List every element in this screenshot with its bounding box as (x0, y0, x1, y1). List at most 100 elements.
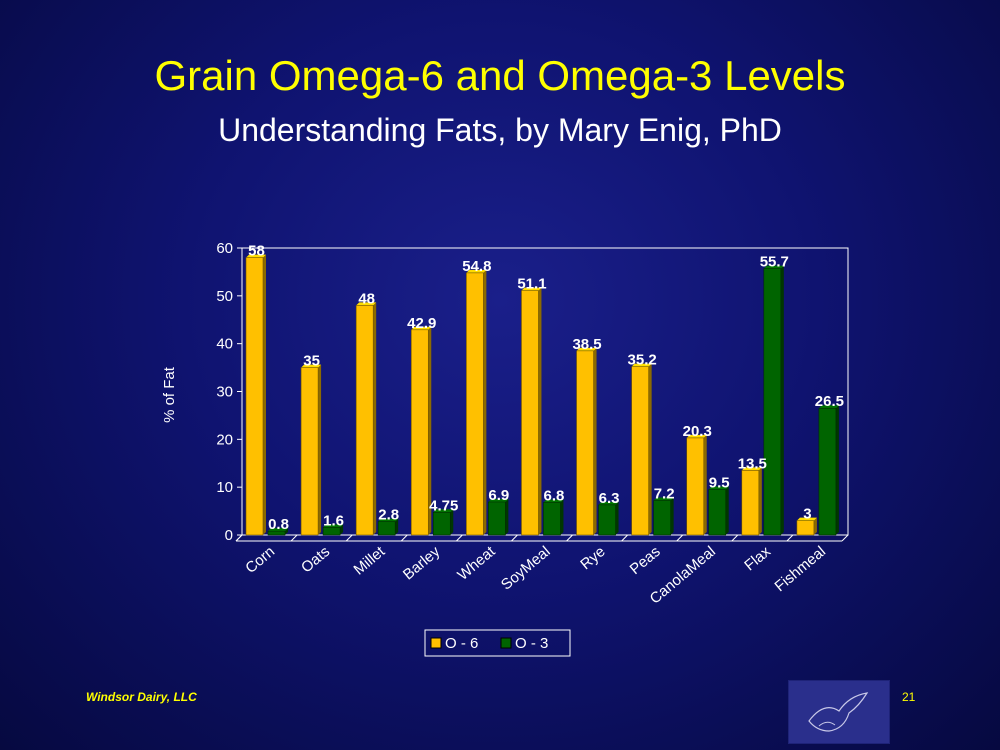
x-tick-label: Flax (741, 543, 774, 575)
bar-side (538, 287, 542, 535)
bar-front (686, 437, 705, 536)
data-label-o6: 51.1 (517, 276, 546, 293)
bar-front (377, 521, 396, 536)
data-label-o3: 26.5 (815, 393, 844, 410)
data-label-o3: 4.75 (429, 497, 458, 514)
bar-o3-peas (653, 497, 674, 536)
data-label-o6: 58 (248, 243, 265, 260)
bar-top (411, 326, 432, 330)
x-tick-label: Rye (577, 543, 608, 573)
bar-front (576, 350, 594, 536)
data-label-o6: 35.2 (628, 352, 657, 369)
bar-top (323, 524, 344, 528)
bar-top (598, 501, 619, 505)
legend: O - 6 O - 3 (424, 629, 571, 657)
bar-o6-flax (741, 467, 762, 536)
x-tick-label: Millet (351, 543, 389, 579)
bar-front (355, 305, 374, 536)
y-tick-label: 60 (216, 240, 233, 257)
bar-front (741, 470, 760, 536)
bar-side (835, 405, 839, 535)
bar-front (818, 407, 837, 536)
bar-front (708, 489, 727, 536)
bar-o6-wheat (466, 269, 487, 536)
company-logo (788, 680, 890, 744)
x-axis: Corn Oats Millet Barley Wheat SoyMeal Rye PeasC… (235, 534, 829, 608)
bar-top (631, 363, 652, 367)
bar-top (268, 528, 288, 532)
slide-title: Grain Omega-6 and Omega-3 Levels (154, 52, 846, 99)
x-tick (290, 534, 298, 542)
bar-front (631, 366, 649, 536)
bar-side (340, 524, 344, 535)
y-tick-label: 50 (216, 288, 233, 305)
bar-side (648, 363, 652, 535)
x-tick-label: SoyMeal (498, 543, 554, 594)
bar-o6-oats (300, 364, 322, 536)
bar-top (686, 434, 707, 438)
x-tick-label: Wheat (454, 543, 499, 584)
bar-o6-barley (410, 326, 432, 536)
bar-o6-millet (355, 302, 377, 536)
bar-o6-soymeal (521, 287, 542, 536)
y-tick-label: 20 (216, 431, 233, 448)
bar-side (483, 269, 487, 535)
x-tick-label: Corn (242, 543, 278, 577)
bar-front (410, 329, 429, 536)
legend-swatch-o6 (430, 637, 442, 649)
x-tick (456, 534, 463, 542)
legend-label-o6: O - 6 (445, 635, 478, 652)
page-number: 21 (902, 690, 916, 704)
bar-front (521, 290, 539, 536)
bar-side (395, 518, 399, 535)
bar-front (300, 367, 319, 536)
x-tick-label: Fishmeal (771, 543, 829, 595)
bar-top (356, 302, 377, 306)
bar-side (318, 364, 322, 535)
footer-company: Windsor Dairy, LLC (86, 690, 197, 704)
bar-side (725, 486, 729, 535)
bar-front (763, 268, 782, 536)
y-tick-label: 0 (225, 527, 233, 544)
data-label-o6: 20.3 (683, 423, 712, 440)
x-tick (731, 534, 739, 542)
x-tick-label: Barley (400, 543, 444, 584)
bar-o6-corn (245, 254, 266, 536)
bar-o3-oats (322, 524, 344, 536)
bar-top (653, 497, 674, 501)
data-label-o3: 7.2 (654, 486, 675, 503)
bar-side (615, 501, 619, 535)
data-label-o6: 54.8 (462, 258, 491, 275)
bar-top (521, 287, 542, 291)
bar-front (267, 530, 286, 536)
data-label-o6: 38.5 (572, 336, 601, 353)
legend-swatch-o3 (500, 637, 512, 649)
bar-side (703, 434, 707, 535)
x-tick (345, 534, 353, 542)
bar-o3-corn (267, 528, 288, 536)
bar-top (576, 347, 597, 351)
data-label-o3: 2.8 (378, 507, 399, 524)
bar-o3-wheat (488, 498, 509, 536)
bar-o3-fishmeal (818, 405, 839, 536)
data-label-o6: 3 (803, 506, 811, 523)
y-tick-label: 30 (216, 384, 233, 401)
bar-o3-millet (377, 518, 399, 536)
bar-side (780, 265, 784, 535)
data-label-o3: 6.8 (544, 487, 565, 504)
x-tick (566, 534, 573, 542)
bar-side (670, 497, 674, 535)
bar-side (560, 499, 564, 535)
bar-side (373, 302, 377, 535)
bar-top (488, 498, 509, 502)
bar-side (758, 467, 762, 535)
x-tick-label: Peas (627, 543, 664, 578)
bar-top (466, 269, 487, 273)
x-tick (400, 534, 408, 542)
bars (245, 254, 839, 536)
bar-top (708, 486, 729, 490)
data-label-o6: 35 (303, 353, 320, 370)
x-tick-label: Oats (298, 543, 333, 576)
bar-side (813, 517, 817, 535)
